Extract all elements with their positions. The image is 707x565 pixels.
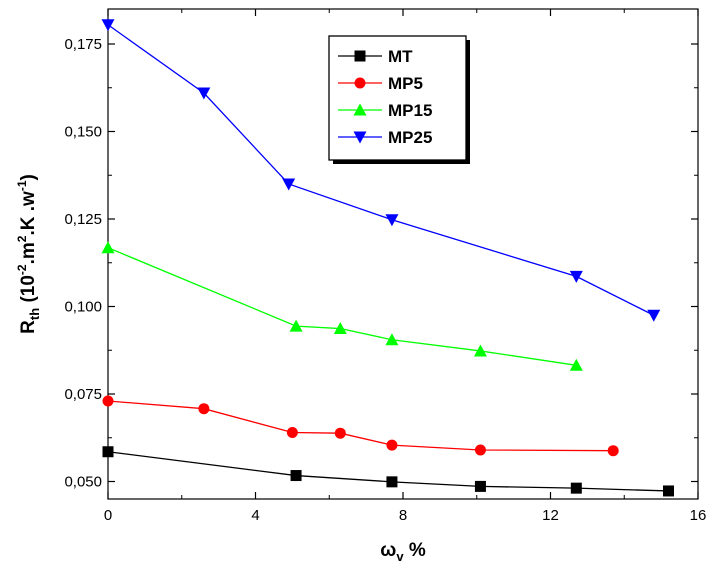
series-line-mp5 [107,400,614,452]
y-tick-label: 0,150 [64,124,102,141]
series-mp15 [101,241,583,371]
data-point-mp15 [289,319,303,332]
y-tick-label: 0,050 [64,474,102,491]
x-axis-title: ωv % [380,540,426,564]
y-tick-label: 0,075 [64,386,102,403]
data-point-mp5 [198,403,210,415]
data-point-mp15 [101,241,115,254]
y-axis-title: Rth (10-2.m2.K .w-1) [15,174,42,334]
series-mp25 [101,19,661,322]
y-tick-label: 0,100 [64,299,102,316]
data-point-mp5 [286,427,298,438]
data-point-mp25 [282,178,296,191]
y-tick-label: 0,125 [64,211,102,228]
legend-label: MP25 [388,128,432,147]
data-point-mp15 [385,333,399,346]
y-axis-title-end: ) [18,174,39,180]
data-point-mp15 [569,358,583,371]
legend-item-mp5: MP5 [338,74,423,93]
x-axis-title-suffix: % [404,540,426,561]
y-axis-title-mid1: .m [18,242,39,264]
data-point-mt [102,446,114,458]
legend-marker [354,50,366,62]
data-point-mp25 [647,309,661,322]
data-point-mp5 [102,395,114,407]
data-point-mt [663,485,674,497]
y-axis-title-exp1: -2 [15,264,29,275]
y-axis-title-mid2: .K .w [18,191,39,236]
x-tick-label: 16 [690,507,707,524]
data-point-mp5 [607,445,619,457]
y-axis-title-rest: (10 [18,275,39,308]
x-tick-label: 0 [104,507,112,524]
y-axis-title-exp2: 2 [15,235,29,242]
y-axis-title-exp3: -1 [15,180,29,191]
series-mt [102,446,674,497]
x-tick-label: 12 [542,507,559,524]
data-point-mp5 [474,444,486,456]
data-point-mp25 [101,19,115,32]
axes: 0 4 8 12 16 0,050 0,075 0,100 0,125 0,150 0,175 [64,9,706,524]
series-line-mp15 [107,247,577,366]
data-point-mt [290,470,302,482]
legend-marker [353,131,367,144]
legend-item-mp15: MP15 [338,101,432,120]
x-axis-title-sub: v [396,549,404,564]
legend-marker [353,103,367,116]
legend-marker [354,77,366,89]
data-point-mt [386,476,398,488]
data-point-mt [570,482,582,494]
legend-box [328,35,467,161]
x-axis-title-main: ω [380,540,396,561]
legend-item-mp25: MP25 [338,128,432,147]
legend: MT MP5 MP15 MP25 [328,35,470,164]
series-line-mp25 [107,24,655,316]
data-point-mp25 [197,87,211,100]
y-axis-title-main: R [18,320,39,334]
series-layer [101,19,674,497]
data-point-mt [474,480,486,492]
data-point-mp15 [333,322,347,335]
legend-label: MP15 [388,101,432,120]
legend-label: MP5 [388,74,423,93]
x-tick-label: 8 [399,507,407,524]
data-point-mp25 [385,214,399,227]
data-point-mp5 [386,439,398,451]
data-point-mp5 [334,427,346,439]
y-tick-label: 0,175 [64,36,102,53]
legend-label: MT [388,47,413,66]
data-point-mp25 [569,270,583,283]
series-mp5 [102,395,619,457]
data-point-mp15 [473,344,487,357]
series-line-mt [107,451,669,492]
legend-item-mt: MT [338,47,413,66]
x-tick-label: 4 [251,507,259,524]
y-axis-title-sub: th [27,308,42,320]
